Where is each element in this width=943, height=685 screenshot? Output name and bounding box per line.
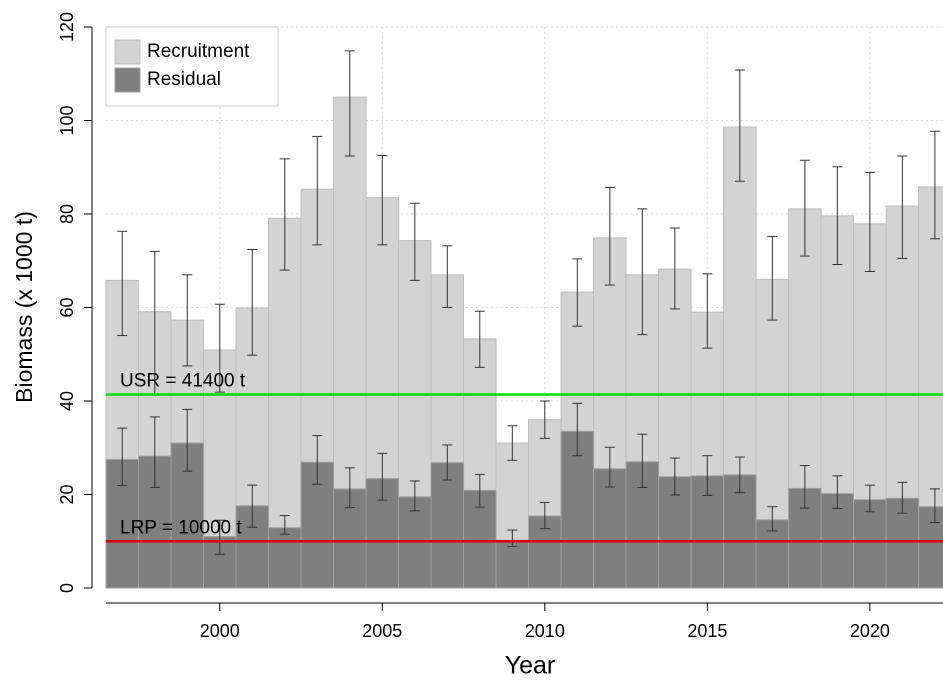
error-bar [799,159,810,257]
error-bar [344,50,355,157]
error-bar [929,130,940,240]
error-bar [832,475,843,510]
error-bar [377,452,388,501]
error-bar [799,465,810,509]
error-bar [279,515,290,535]
y-tick-label: 60 [57,297,77,317]
y-tick-label: 40 [57,391,77,411]
error-bar [474,473,485,508]
error-bar [929,488,940,524]
error-bar [897,481,908,514]
error-bar [637,208,648,336]
error-bar [442,245,453,308]
error-bar [247,484,258,528]
error-bar [182,408,193,472]
error-bar [702,273,713,349]
reference-label: LRP = 10000 t [120,517,242,538]
bar [755,519,790,589]
error-bar [604,446,615,488]
error-bar [864,171,875,273]
y-tick-label: 0 [57,583,77,593]
error-bar [279,158,290,271]
error-bar [897,155,908,259]
x-tick-label: 2015 [687,621,727,641]
bar [430,462,465,589]
error-bar [539,400,550,439]
error-bar [214,303,225,393]
error-bar [182,274,193,367]
error-bar [604,186,615,286]
error-bar [149,416,160,488]
bar [495,539,530,589]
error-bar [734,456,745,494]
reference-label: USR = 41400 t [120,370,246,391]
error-bar [344,467,355,509]
legend-label: Residual [147,69,221,90]
error-bar [117,230,128,337]
error-bar [669,227,680,310]
error-bar [247,249,258,356]
bar [853,499,887,589]
error-bar [312,435,323,485]
error-bar [507,529,518,547]
x-tick-label: 2010 [525,621,565,641]
legend-swatch [114,67,141,93]
y-tick-label: 20 [57,484,77,504]
x-axis-label: Year [505,652,556,680]
error-bar [637,433,648,488]
error-bar [442,444,453,481]
x-tick-label: 2000 [200,621,240,641]
error-bar [832,166,843,265]
y-tick-label: 120 [57,12,77,42]
x-tick-label: 2020 [850,621,890,641]
error-bar [474,310,485,368]
error-bar [734,69,745,182]
legend-label: Recruitment [147,41,250,62]
error-bar [702,455,713,496]
bar [918,506,943,589]
y-tick-label: 100 [57,105,77,135]
bar [268,527,302,589]
error-bar [539,501,550,530]
error-bar [507,425,518,461]
error-bar [864,484,875,513]
error-bar [572,402,583,457]
error-bar [117,427,128,487]
error-bar [409,480,420,512]
legend-box [105,26,279,107]
legend-swatch [114,39,141,65]
bar [723,474,757,589]
y-tick-label: 80 [57,204,77,224]
bar [593,468,627,589]
error-bar [767,506,778,532]
y-axis-label: Biomass (x 1000 t) [11,211,37,403]
error-bar [572,258,583,327]
x-tick-label: 2005 [362,621,402,641]
error-bar [312,135,323,246]
error-bar [214,519,225,555]
error-bar [409,202,420,281]
error-bar [669,457,680,496]
error-bar [767,235,778,321]
error-bar [377,155,388,246]
